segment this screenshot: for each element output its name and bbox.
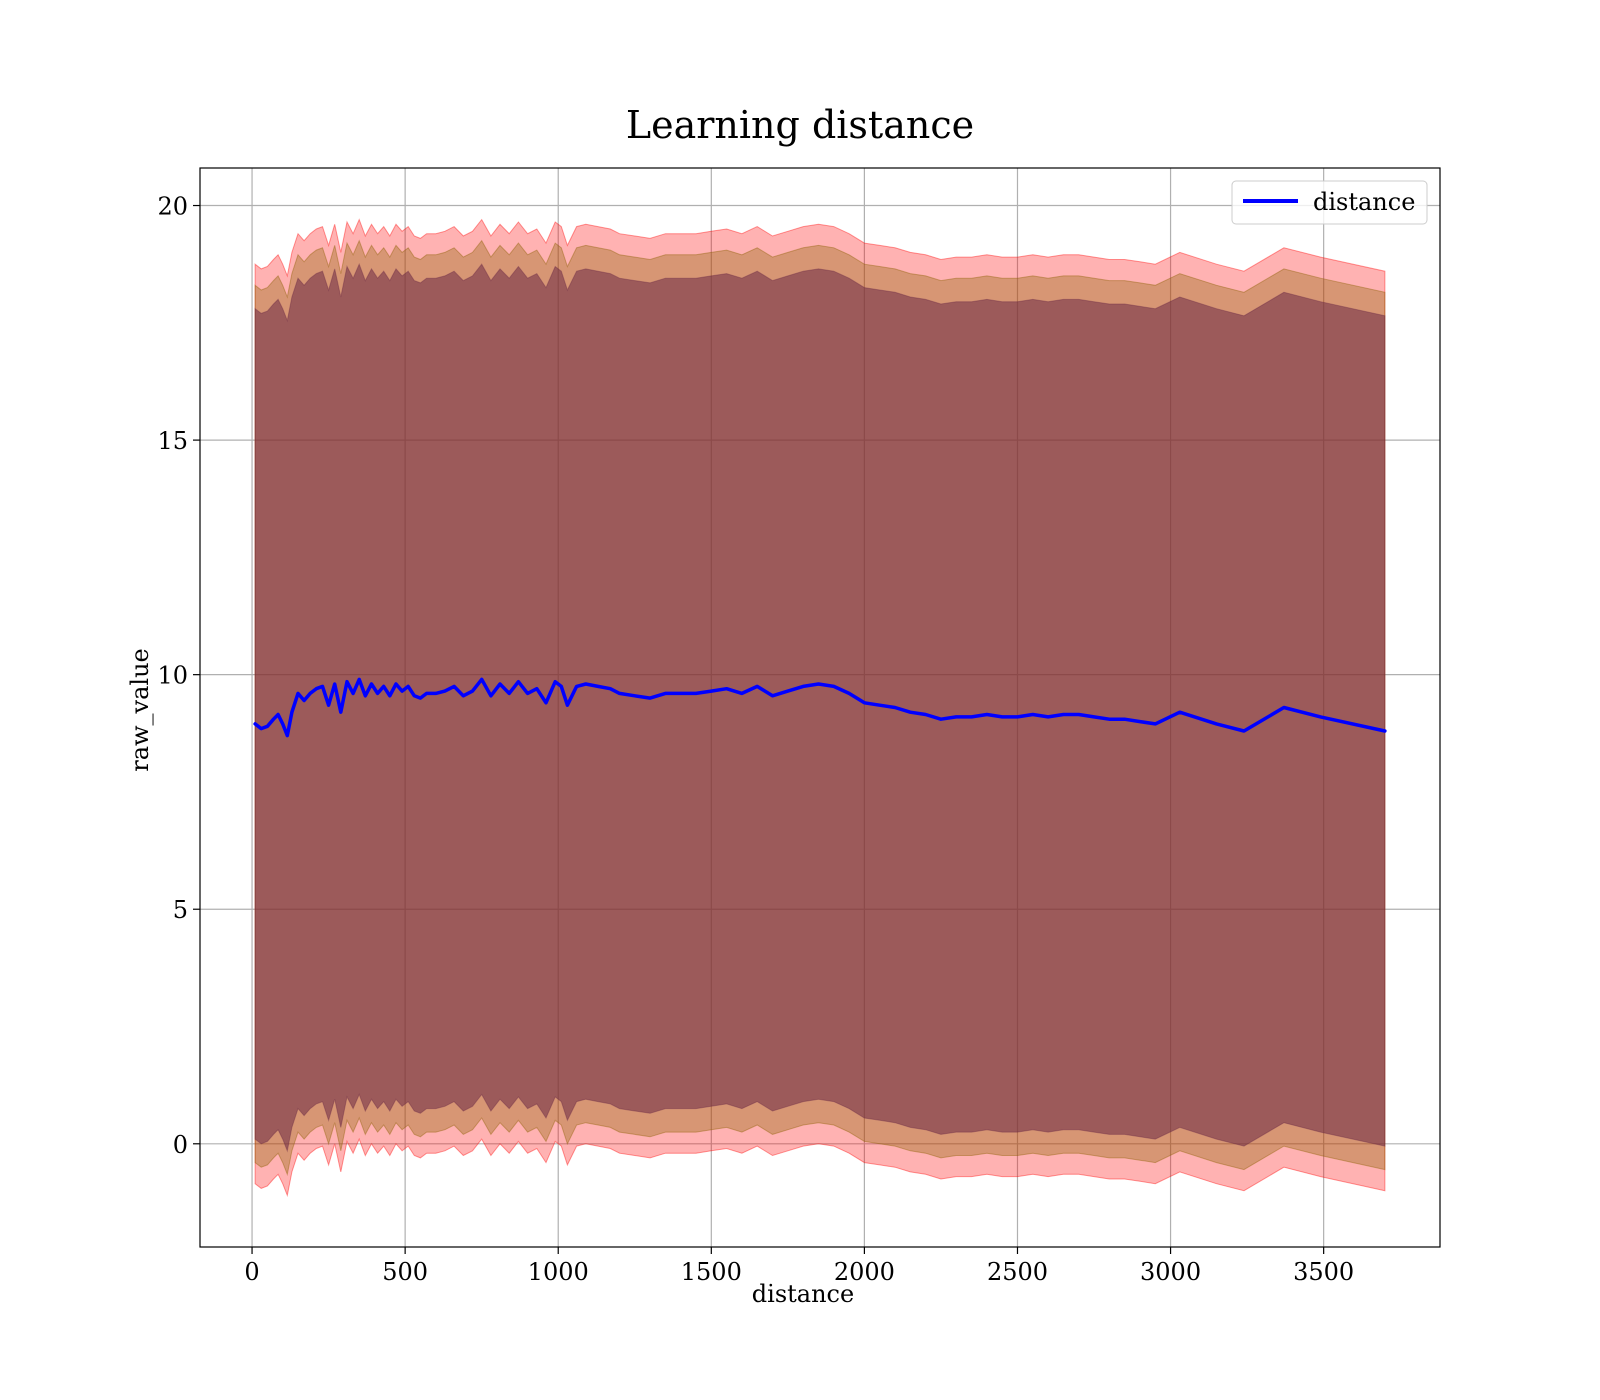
- axis-ticks: 0 500 1000 1500 2000 2500 3000 3500 0 5 10 15 20: [157, 193, 1354, 1286]
- band-core: [254, 262, 1386, 1153]
- plot-frame: [199, 167, 1441, 1248]
- y-tick-label: 0: [173, 1131, 188, 1159]
- x-axis-label: distance: [752, 1280, 854, 1308]
- x-tick-label: 3500: [1293, 1258, 1354, 1286]
- y-tick-label: 20: [157, 193, 188, 221]
- y-tick-label: 10: [157, 662, 188, 690]
- legend: distance: [1231, 180, 1428, 225]
- x-tick-label: 3000: [1140, 1258, 1201, 1286]
- y-axis-label: raw_value: [126, 648, 154, 772]
- legend-box: [1231, 180, 1428, 225]
- x-tick-label: 0: [244, 1258, 259, 1286]
- chart-title: Learning distance: [626, 103, 974, 147]
- series-lines: [253, 677, 1387, 738]
- confidence-bands: [254, 218, 1386, 1198]
- x-tick-label: 1000: [528, 1258, 589, 1286]
- x-tick-label: 1500: [681, 1258, 742, 1286]
- y-tick-label: 15: [157, 427, 188, 455]
- legend-label: distance: [1313, 188, 1415, 216]
- x-tick-label: 500: [382, 1258, 428, 1286]
- series-line-distance: [253, 677, 1387, 738]
- y-tick-label: 5: [173, 896, 188, 924]
- x-tick-label: 2500: [987, 1258, 1048, 1286]
- x-tick-label: 2000: [834, 1258, 895, 1286]
